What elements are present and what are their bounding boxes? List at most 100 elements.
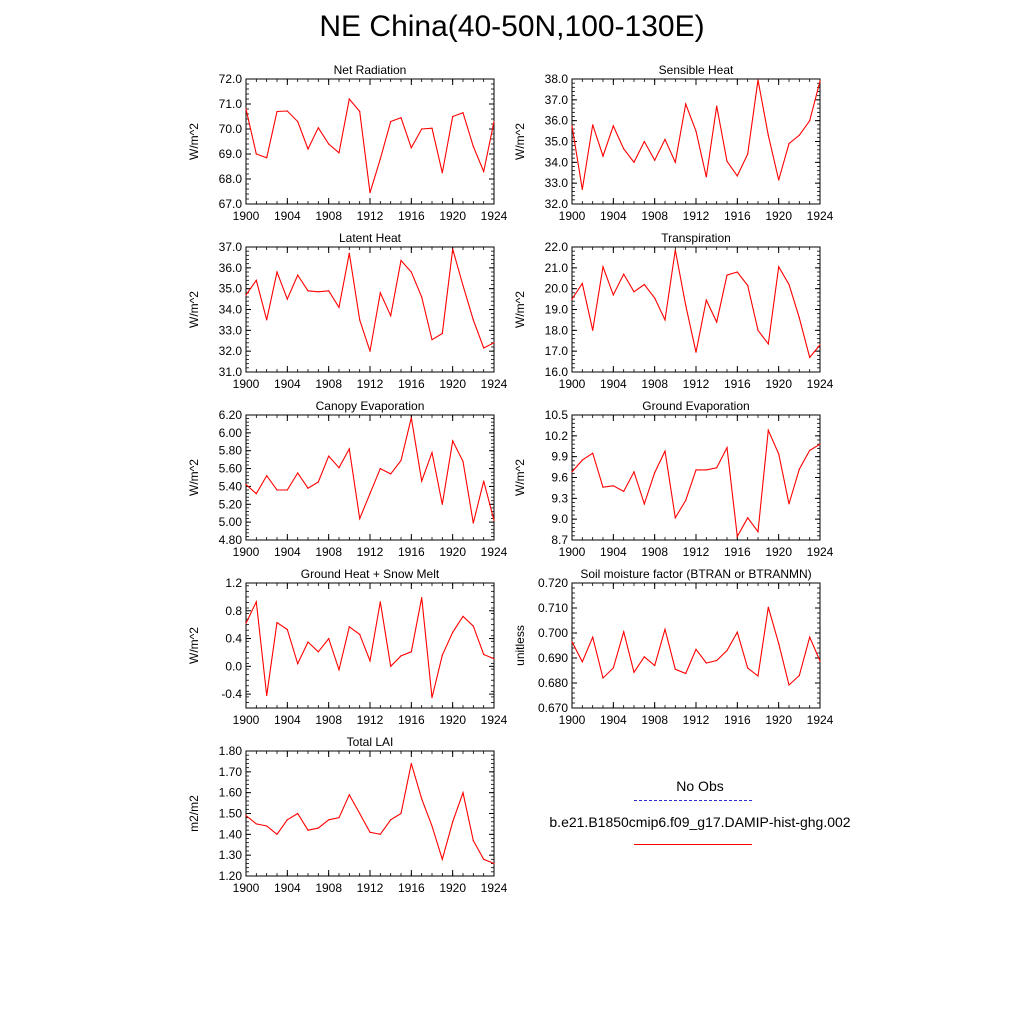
data-point — [767, 134, 769, 136]
y-tick-label: 1.40 — [219, 827, 243, 841]
data-point — [623, 631, 625, 633]
data-point — [421, 296, 423, 298]
y-axis-label: unitless — [513, 625, 527, 666]
data-point — [483, 653, 485, 656]
y-tick-label: 1.50 — [219, 807, 243, 821]
y-tick-label: 20.0 — [545, 282, 569, 296]
data-point — [788, 143, 790, 145]
data-point — [571, 641, 573, 643]
data-point — [400, 459, 402, 462]
chart-title: Soil moisture factor (BTRAN or BTRANMN) — [580, 567, 811, 581]
data-point — [245, 294, 247, 296]
data-point — [483, 480, 485, 482]
data-point — [736, 271, 738, 273]
data-point — [276, 110, 278, 113]
data-point — [328, 455, 330, 457]
data-point — [633, 471, 635, 473]
data-point — [571, 125, 573, 127]
data-point — [297, 274, 299, 276]
data-point — [716, 467, 718, 469]
data-point — [276, 833, 278, 835]
figure-title: NE China(40-50N,100-130E) — [319, 10, 705, 43]
data-point — [307, 487, 309, 489]
data-point — [736, 535, 738, 538]
x-tick-label: 1908 — [315, 545, 342, 559]
x-tick-label: 1904 — [274, 377, 301, 391]
x-tick-label: 1904 — [274, 209, 301, 223]
data-point — [359, 110, 361, 113]
data-point — [726, 447, 728, 449]
x-tick-label: 1908 — [641, 713, 668, 727]
x-tick-label: 1916 — [724, 545, 751, 559]
data-point — [633, 671, 635, 673]
x-tick-label: 1916 — [398, 545, 425, 559]
x-tick-label: 1920 — [439, 377, 466, 391]
data-point — [266, 694, 268, 697]
series-line-model — [245, 248, 495, 352]
y-tick-label: -0.4 — [221, 687, 242, 701]
data-point — [462, 112, 464, 114]
y-tick-label: 33.0 — [545, 176, 569, 190]
data-point — [819, 80, 821, 82]
data-point — [286, 489, 288, 491]
data-point — [592, 636, 594, 638]
y-tick-label: 5.40 — [219, 479, 243, 493]
y-tick-label: 37.0 — [545, 93, 569, 107]
x-tick-label: 1900 — [559, 209, 586, 223]
data-point — [612, 125, 614, 127]
data-point — [286, 628, 288, 631]
x-tick-label: 1908 — [641, 377, 668, 391]
x-tick-label: 1920 — [439, 881, 466, 895]
data-point — [757, 531, 759, 533]
y-axis-label: W/m^2 — [187, 459, 201, 496]
y-tick-label: 31.0 — [219, 365, 243, 379]
data-point — [809, 449, 811, 451]
data-point — [685, 499, 687, 501]
data-point — [410, 762, 412, 765]
data-point — [441, 503, 443, 505]
y-tick-label: 1.70 — [219, 765, 243, 779]
y-tick-label: 5.00 — [219, 515, 243, 529]
y-tick-label: 22.0 — [545, 240, 569, 254]
data-point — [705, 176, 707, 178]
data-point — [452, 115, 454, 118]
chart-title: Sensible Heat — [659, 63, 734, 77]
data-point — [400, 117, 402, 119]
x-tick-label: 1916 — [398, 209, 425, 223]
data-point — [695, 648, 697, 650]
plot-frame — [245, 246, 495, 373]
data-point — [338, 817, 340, 819]
data-point — [338, 306, 340, 308]
data-point — [338, 669, 340, 671]
y-tick-label: 6.20 — [219, 408, 243, 422]
data-point — [602, 677, 604, 679]
data-point — [348, 98, 350, 100]
x-tick-label: 1920 — [765, 377, 792, 391]
plot-frame — [571, 414, 821, 541]
y-tick-label: 0.670 — [538, 701, 568, 715]
data-point — [747, 667, 749, 669]
data-point — [359, 319, 361, 321]
chart-title: Ground Evaporation — [642, 399, 749, 413]
data-point — [245, 108, 247, 110]
data-point — [266, 475, 268, 477]
data-point — [483, 858, 485, 860]
x-tick-label: 1924 — [807, 545, 834, 559]
data-point — [736, 175, 738, 177]
x-tick-label: 1908 — [315, 377, 342, 391]
data-point — [255, 823, 257, 825]
data-point — [809, 356, 811, 358]
y-tick-label: 1.20 — [219, 869, 243, 883]
data-point — [421, 798, 423, 800]
x-tick-label: 1900 — [233, 881, 260, 895]
data-point — [778, 453, 780, 455]
data-point — [757, 329, 759, 331]
x-tick-label: 1904 — [600, 209, 627, 223]
data-point — [286, 298, 288, 300]
data-point — [255, 279, 257, 281]
y-tick-label: 68.0 — [219, 172, 243, 186]
chart-title: Transpiration — [661, 231, 731, 245]
x-tick-label: 1924 — [481, 545, 508, 559]
y-tick-label: 67.0 — [219, 197, 243, 211]
data-point — [581, 188, 583, 190]
